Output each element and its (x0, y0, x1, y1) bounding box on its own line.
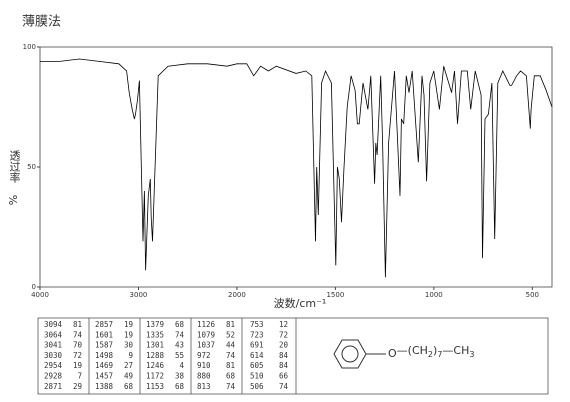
peak-transmittance: 4 (179, 361, 184, 370)
peak-wavenumber: 1457 (95, 372, 113, 381)
table-dividers (88, 318, 297, 394)
peak-wavenumber: 3030 (44, 351, 63, 360)
peak-wavenumber: 1288 (146, 351, 165, 360)
y-tick-label: 100 (23, 43, 36, 51)
peak-wavenumber: 1587 (95, 341, 113, 350)
peak-wavenumber: 2857 (95, 320, 113, 329)
peak-wavenumber: 1335 (146, 330, 164, 339)
peak-wavenumber: 1079 (197, 330, 215, 339)
plot-frame (39, 46, 553, 288)
peak-wavenumber: 2871 (44, 382, 62, 391)
peak-transmittance: 27 (124, 361, 133, 370)
x-tick-label: 4000 (31, 291, 49, 299)
formula-subscript: 2 (428, 350, 433, 359)
peak-transmittance: 84 (279, 361, 289, 370)
peak-transmittance: 72 (73, 351, 82, 360)
peak-wavenumber: 3064 (44, 330, 63, 339)
peak-transmittance: 68 (226, 372, 236, 381)
x-tick-label: 500 (526, 291, 539, 299)
peak-transmittance: 55 (175, 351, 184, 360)
peak-wavenumber: 506 (250, 382, 264, 391)
peak-wavenumber: 1037 (197, 341, 215, 350)
peak-transmittance: 74 (73, 330, 83, 339)
benzene-ring (333, 339, 386, 369)
formula-subscript: 7 (437, 350, 442, 359)
peak-wavenumber: 1126 (197, 320, 216, 329)
peak-transmittance: 74 (226, 382, 236, 391)
peak-wavenumber: 3041 (44, 341, 62, 350)
peak-transmittance: 20 (279, 341, 289, 350)
formula-text: —CH (442, 344, 469, 357)
peak-wavenumber: 510 (250, 372, 264, 381)
peak-transmittance: 52 (226, 330, 235, 339)
peak-wavenumber: 2928 (44, 372, 63, 381)
spectrum-line (40, 58, 553, 278)
peak-transmittance: 19 (124, 320, 133, 329)
peak-transmittance: 68 (175, 320, 185, 329)
peak-wavenumber: 972 (197, 351, 211, 360)
peak-transmittance: 29 (73, 382, 82, 391)
peak-transmittance: 68 (124, 382, 134, 391)
y-tick-label: 0 (32, 283, 36, 291)
peak-transmittance: 81 (226, 320, 235, 329)
peak-wavenumber: 880 (197, 372, 211, 381)
peak-wavenumber: 1301 (146, 341, 164, 350)
peak-wavenumber: 1153 (146, 382, 164, 391)
peak-transmittance: 19 (73, 361, 82, 370)
peak-wavenumber: 1388 (95, 382, 114, 391)
x-tick-label: 3000 (130, 291, 148, 299)
peak-transmittance: 68 (175, 382, 185, 391)
peak-wavenumber: 605 (250, 361, 264, 370)
peak-transmittance: 66 (279, 372, 289, 381)
peak-transmittance: 81 (226, 361, 235, 370)
peak-wavenumber: 1498 (95, 351, 114, 360)
peak-transmittance: 44 (226, 341, 236, 350)
formula-text: —(CH (397, 344, 428, 357)
x-tick-label: 2000 (228, 291, 246, 299)
peak-transmittance: 38 (175, 372, 185, 381)
y-tick-label: 50 (27, 163, 36, 171)
peak-transmittance: 12 (279, 320, 288, 329)
peak-wavenumber: 723 (250, 330, 264, 339)
peak-transmittance: 7 (77, 372, 82, 381)
peak-wavenumber: 910 (197, 361, 211, 370)
x-tick-label: 1500 (326, 291, 344, 299)
peak-wavenumber: 1246 (146, 361, 165, 370)
structure-formula: O—(CH2)7—CH3 (388, 344, 474, 360)
peak-transmittance: 49 (124, 372, 133, 381)
peak-transmittance: 43 (175, 341, 184, 350)
formula-text: O (388, 347, 397, 360)
peak-transmittance: 72 (279, 330, 288, 339)
peak-transmittance: 74 (279, 382, 289, 391)
formula-text: ) (433, 344, 437, 357)
peak-wavenumber: 1601 (95, 330, 113, 339)
peak-transmittance: 74 (226, 351, 236, 360)
peak-transmittance: 19 (124, 330, 133, 339)
peak-wavenumber: 813 (197, 382, 211, 391)
x-tick-label: 1000 (425, 291, 443, 299)
chart-title: 薄膜法 (22, 15, 61, 30)
peak-transmittance: 74 (175, 330, 185, 339)
peak-wavenumber: 753 (250, 320, 264, 329)
peak-wavenumber: 3094 (44, 320, 63, 329)
peak-transmittance: 9 (128, 351, 133, 360)
peak-wavenumber: 1379 (146, 320, 164, 329)
peak-table-frame (37, 317, 549, 395)
peak-wavenumber: 1469 (95, 361, 113, 370)
x-axis-label: 波数/cm⁻¹ (274, 297, 327, 310)
peak-transmittance: 81 (73, 320, 82, 329)
y-axis-unit: % (7, 195, 20, 205)
peak-wavenumber: 614 (250, 351, 264, 360)
y-axis-label: 透过率 (8, 150, 21, 184)
formula-subscript: 3 (469, 350, 474, 359)
peak-transmittance: 84 (279, 351, 289, 360)
peak-wavenumber: 691 (250, 341, 264, 350)
peak-transmittance: 70 (73, 341, 83, 350)
peak-wavenumber: 1172 (146, 372, 164, 381)
peak-transmittance: 30 (124, 341, 134, 350)
peak-wavenumber: 2954 (44, 361, 63, 370)
